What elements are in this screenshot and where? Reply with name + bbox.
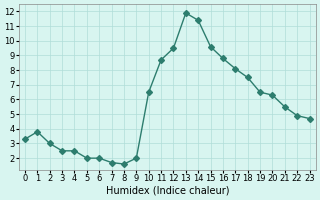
X-axis label: Humidex (Indice chaleur): Humidex (Indice chaleur)	[106, 186, 229, 196]
